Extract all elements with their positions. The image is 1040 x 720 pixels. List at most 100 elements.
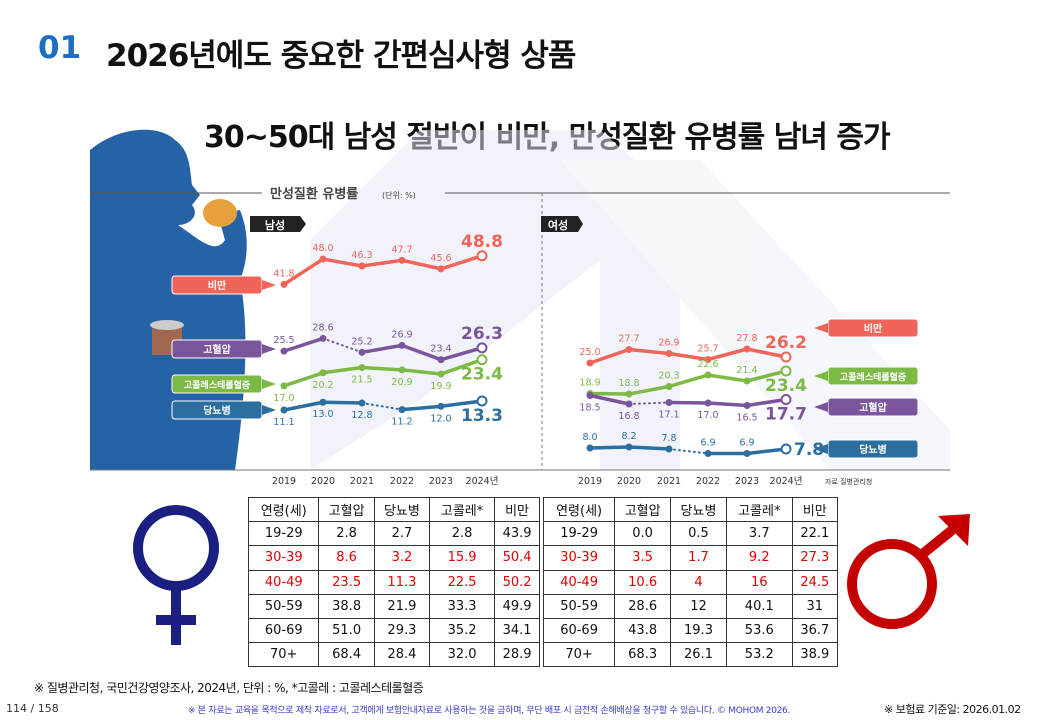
table-cell: 53.6 (725, 617, 793, 644)
series-segment (667, 351, 710, 362)
table-cell: 23.5 (318, 569, 375, 595)
data-point (358, 348, 366, 356)
table-cell: 3.5 (614, 545, 672, 571)
data-label: 6.9 (700, 438, 715, 449)
series-segment (667, 373, 710, 389)
data-label: 7.8 (794, 440, 824, 460)
data-point (625, 400, 633, 408)
table-row: 40-49 10.6 4 16 24.5 (542, 569, 839, 595)
x-tick-label: 2021 (657, 476, 681, 487)
series-segment (282, 336, 325, 353)
table-cell: 51.0 (318, 617, 375, 644)
table-row: 30-39 8.6 3.2 15.9 50.4 (247, 545, 540, 571)
data-label: 21.4 (736, 365, 757, 376)
table-cell: 19.3 (670, 617, 727, 644)
column-header: 비만 (791, 496, 839, 523)
data-point (437, 265, 445, 273)
legend-label: 고콜레스테롤혈증 (184, 379, 250, 391)
data-point (586, 392, 594, 399)
data-label: 17.7 (765, 405, 807, 425)
series-segment (360, 365, 404, 372)
table-cell: 16 (725, 569, 793, 595)
table-cell: 28.4 (373, 642, 431, 668)
data-label: 7.8 (661, 433, 676, 444)
data-label: 8.0 (582, 432, 597, 443)
data-point (319, 398, 327, 406)
series-segment (400, 404, 443, 412)
legend-label: 당뇨병 (859, 443, 887, 456)
data-label: 13.0 (312, 409, 333, 420)
data-point (665, 383, 673, 390)
table-cell: 38.9 (791, 642, 839, 668)
table-cell: 21.9 (373, 593, 431, 619)
data-label: 48.0 (312, 243, 333, 254)
series-segment (400, 368, 443, 376)
table-cell: 60-69 (247, 617, 320, 644)
table-row: 30-39 3.5 1.7 9.2 27.3 (542, 545, 839, 571)
table-row: 60-69 51.0 29.3 35.2 34.1 (247, 617, 540, 644)
series-segment (439, 254, 484, 271)
data-label: 18.5 (579, 403, 600, 414)
series-segment (706, 401, 749, 408)
legend-label: 비만 (864, 322, 883, 335)
column-header: 당뇨병 (373, 496, 431, 523)
table-cell: 0.5 (670, 521, 727, 547)
table-cell: 50.2 (494, 569, 540, 595)
table-cell: 26.1 (670, 642, 727, 668)
data-label: 23.4 (765, 376, 807, 396)
data-label: 21.5 (351, 374, 372, 385)
legend-label: 당뇨병 (203, 404, 231, 417)
series-segment (627, 347, 671, 356)
data-point (780, 394, 792, 405)
table-cell: 32.0 (429, 642, 496, 668)
series-segment (360, 258, 404, 268)
series-segment (322, 337, 363, 354)
table-cell: 29.3 (373, 617, 431, 644)
data-point (704, 450, 712, 457)
column-header: 연령(세) (542, 496, 616, 523)
data-label: 8.2 (621, 431, 636, 442)
table-cell: 12 (670, 593, 727, 619)
data-point (358, 262, 366, 270)
data-label: 18.8 (618, 378, 639, 389)
table-row: 50-59 38.8 21.9 33.3 49.9 (247, 593, 540, 619)
column-header: 고혈압 (318, 496, 375, 523)
data-point (665, 445, 673, 453)
data-point (665, 350, 673, 357)
data-label: 16.5 (736, 413, 757, 424)
premium-base-date: ※ 보험료 기준일: 2026.01.02 (884, 703, 1021, 716)
series-segment (745, 369, 788, 383)
data-label: 13.3 (461, 406, 503, 426)
data-point (586, 359, 594, 367)
data-point (704, 371, 712, 379)
table-cell: 15.9 (429, 545, 496, 571)
data-label: 12.8 (351, 410, 372, 421)
data-label: 20.9 (391, 377, 412, 388)
x-tick-label: 2023 (429, 476, 453, 487)
data-point (437, 356, 445, 364)
data-point (358, 363, 366, 371)
table-cell: 40.1 (725, 593, 793, 619)
table-cell: 2.8 (429, 521, 496, 547)
series-segment (745, 347, 788, 359)
data-label: 17.0 (273, 393, 294, 404)
data-label: 25.0 (579, 347, 600, 358)
table-cell: 9.2 (725, 545, 793, 571)
table-cell: 68.3 (614, 642, 672, 668)
table-cell: 50-59 (247, 593, 320, 619)
table-cell: 70+ (247, 642, 320, 668)
x-tick-label: 2024년 (770, 476, 803, 487)
table-cell: 22.1 (791, 521, 839, 547)
data-label: 23.4 (461, 365, 503, 385)
page-title: 2026년에도 중요한 간편심사형 상품 (106, 38, 576, 74)
table-cell: 70+ (542, 642, 616, 668)
data-label: 6.9 (739, 438, 754, 449)
data-point (780, 365, 792, 377)
source-note: ※ 질병관리청, 국민건강영양조사, 2024년, 단위 : %, *고콜레 :… (34, 681, 424, 695)
legend-label: 고혈압 (203, 343, 231, 356)
series-segment (667, 400, 710, 405)
data-point (398, 406, 406, 414)
data-label: 45.6 (430, 253, 451, 264)
data-point (437, 402, 445, 410)
table-row: 19-29 0.0 0.5 3.7 22.1 (542, 521, 839, 547)
